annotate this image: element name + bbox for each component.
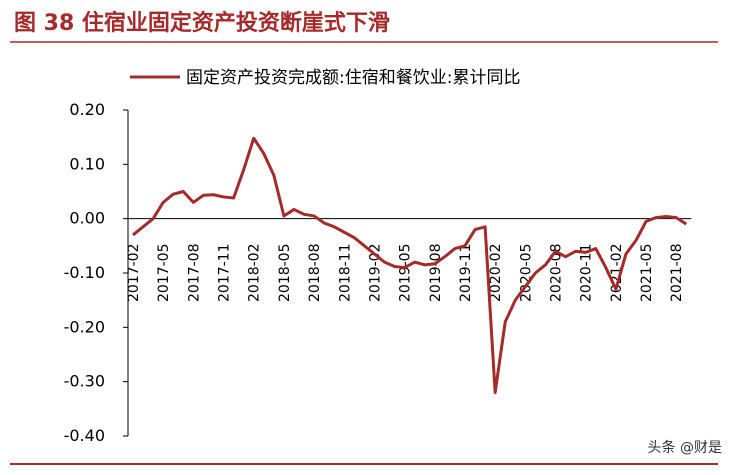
y-tick-label: 0.20: [69, 100, 105, 119]
chart-title: 图 38 住宿业固定资产投资断崖式下滑: [14, 10, 390, 36]
x-tick-label: 2018-05: [277, 244, 293, 303]
x-tick-label: 2021-02: [609, 244, 625, 303]
x-tick-label: 2021-08: [669, 244, 685, 303]
y-tick-label: -0.20: [64, 317, 105, 336]
x-tick-label: 2017-05: [156, 244, 172, 303]
x-tick-label: 2020-08: [549, 244, 565, 303]
watermark: 头条 @财是: [648, 439, 722, 456]
x-tick-label: 2019-08: [428, 244, 444, 303]
x-tick-label: 2020-02: [488, 244, 504, 303]
x-tick-label: 2017-02: [126, 244, 142, 303]
y-tick-label: 0.00: [69, 209, 105, 228]
x-tick-label: 2021-05: [639, 244, 655, 303]
x-tick-label: 2018-08: [307, 244, 323, 303]
x-tick-label: 2018-11: [337, 244, 353, 303]
y-tick-label: -0.10: [64, 263, 105, 282]
x-tick-label: 2017-08: [186, 244, 202, 303]
x-tick-label: 2019-02: [367, 244, 383, 303]
y-tick-label: -0.40: [64, 426, 105, 445]
x-tick-label: 2019-05: [398, 244, 414, 303]
x-tick-label: 2020-11: [579, 244, 595, 303]
x-tick-label: 2019-11: [458, 244, 474, 303]
x-tick-label: 2020-05: [518, 244, 534, 303]
x-tick-label: 2018-02: [247, 244, 263, 303]
y-tick-label: 0.10: [69, 154, 105, 173]
legend-label: 固定资产投资完成额:住宿和餐饮业:累计同比: [186, 68, 520, 88]
series-line: [132, 136, 688, 395]
x-tick-label: 2017-11: [217, 244, 233, 303]
y-tick-label: -0.30: [64, 372, 105, 391]
